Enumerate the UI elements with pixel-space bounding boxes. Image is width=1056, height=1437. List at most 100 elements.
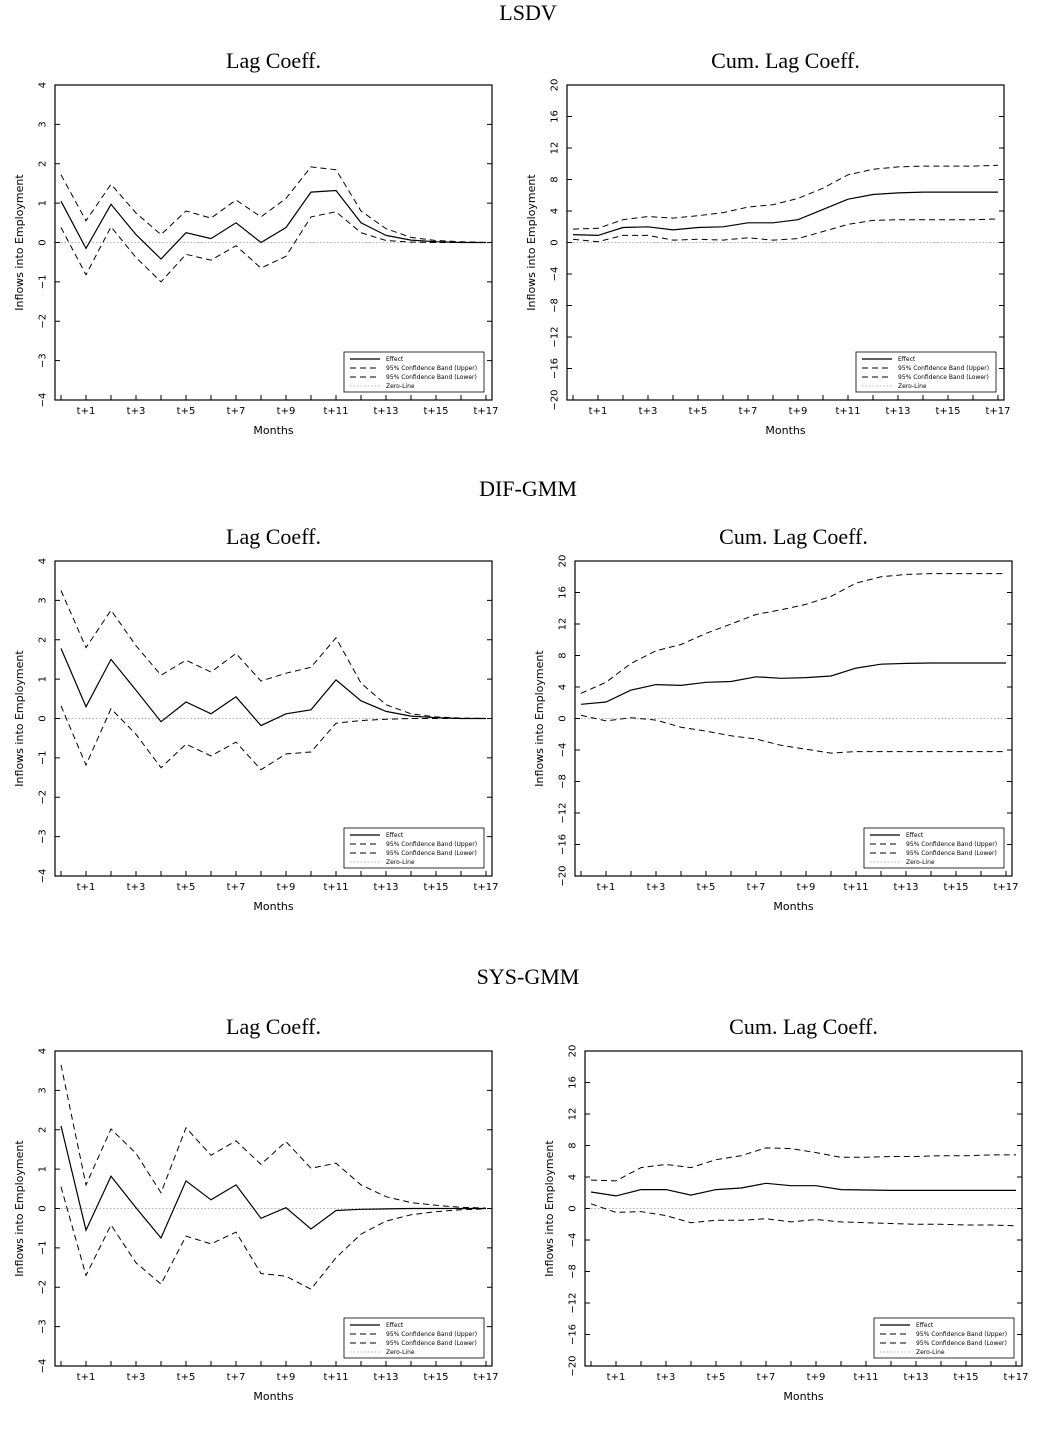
y-tick-label: −2 <box>38 1280 49 1295</box>
x-tick-label: t+5 <box>177 882 196 893</box>
chart-svg: Lag Coeff. −4 −3 −2 −1 0 1 2 3 4 t+1 t+3 t+5 t+7 t+9 t+… <box>13 48 499 437</box>
x-tick-label: t+17 <box>473 1372 498 1383</box>
y-tick-label: 12 <box>550 142 561 155</box>
y-tick-label: 2 <box>38 1127 49 1133</box>
legend-label-effect: Effect <box>386 1322 404 1329</box>
y-tick-label: −1 <box>38 1241 49 1256</box>
series-95-confidence-band-lower <box>60 705 486 771</box>
y-axis-label: Inflows into Employment <box>525 174 538 311</box>
series-effect <box>572 191 998 237</box>
x-tick-label: t+1 <box>597 882 616 893</box>
y-axis-label: Inflows into Employment <box>533 650 546 787</box>
x-tick-label: t+11 <box>323 882 348 893</box>
y-tick-label: −4 <box>550 267 561 282</box>
legend-label-upper: 95% Confidence Band (Upper) <box>916 1331 1007 1338</box>
chart-svg: Cum. Lag Coeff. −20 −16 −12 −8 −4 0 4 8 12 16 20 t+1… <box>525 48 1011 437</box>
x-tick-label: t+1 <box>77 882 96 893</box>
x-tick-label: t+3 <box>639 406 658 417</box>
series-effect <box>60 648 486 727</box>
x-tick-label: t+13 <box>373 406 398 417</box>
legend-label-upper: 95% Confidence Band (Upper) <box>898 365 989 372</box>
legend-label-effect: Effect <box>906 832 924 839</box>
y-tick-label: −16 <box>568 1324 579 1345</box>
series-effect <box>580 662 1006 705</box>
x-tick-label: t+9 <box>789 406 808 417</box>
y-tick-label: −4 <box>568 1233 579 1248</box>
x-tick-label: t+15 <box>423 1372 448 1383</box>
y-tick-label: 16 <box>550 110 561 123</box>
x-tick-label: t+3 <box>127 882 146 893</box>
series-95-confidence-band-upper <box>580 573 1006 694</box>
y-tick-label: 4 <box>568 1174 579 1180</box>
legend-label-upper: 95% Confidence Band (Upper) <box>386 1331 477 1338</box>
y-axis-label: Inflows into Employment <box>543 1140 556 1277</box>
y-tick-label: 16 <box>568 1076 579 1089</box>
x-tick-label: t+13 <box>373 1372 398 1383</box>
x-tick-label: t+15 <box>935 406 960 417</box>
y-tick-label: 3 <box>38 597 49 603</box>
x-axis-label: Months <box>765 424 805 437</box>
chart-dif-gmm-lag-coeff: Lag Coeff. −4 −3 −2 −1 0 1 2 3 4 t+1 t+3 t+5 t+7 t+9 t+… <box>0 516 505 931</box>
y-tick-label: 0 <box>38 715 49 721</box>
series-95-confidence-band-upper <box>60 166 487 243</box>
chart-title: Lag Coeff. <box>226 524 321 549</box>
y-tick-label: 8 <box>550 176 561 182</box>
x-tick-label: t+15 <box>953 1372 978 1383</box>
y-tick-label: −4 <box>558 743 569 758</box>
chart-dif-gmm-cum-lag-coeff: Cum. Lag Coeff. −20 −16 −12 −8 −4 0 4 8 12 16 20 t+1… <box>520 516 1025 931</box>
x-tick-label: t+17 <box>985 406 1010 417</box>
legend-label-effect: Effect <box>898 356 916 363</box>
y-tick-label: −3 <box>38 1319 49 1334</box>
legend-label-lower: 95% Confidence Band (Lower) <box>386 374 477 381</box>
x-axis-label: Months <box>253 424 293 437</box>
y-tick-label: 1 <box>38 200 49 206</box>
legend-label-lower: 95% Confidence Band (Lower) <box>906 850 997 857</box>
y-tick-label: 4 <box>38 82 49 88</box>
legend-label-effect: Effect <box>386 832 404 839</box>
x-tick-label: t+17 <box>1003 1372 1028 1383</box>
legend-label-lower: 95% Confidence Band (Lower) <box>898 374 989 381</box>
x-tick-label: t+9 <box>807 1372 826 1383</box>
chart-sys-gmm-cum-lag-coeff: Cum. Lag Coeff. −20 −16 −12 −8 −4 0 4 8 12 16 20 t+1… <box>530 1006 1035 1421</box>
legend-label-zero: Zero-Line <box>386 383 415 390</box>
y-tick-label: −1 <box>38 275 49 290</box>
legend-label-zero: Zero-Line <box>386 859 415 866</box>
x-tick-label: t+5 <box>697 882 716 893</box>
x-tick-label: t+9 <box>277 1372 296 1383</box>
x-tick-label: t+3 <box>127 406 146 417</box>
y-tick-label: 2 <box>38 161 49 167</box>
y-tick-label: −4 <box>38 1359 49 1374</box>
y-tick-label: 0 <box>38 239 49 245</box>
y-tick-label: −16 <box>550 358 561 379</box>
x-tick-label: t+11 <box>323 406 348 417</box>
x-tick-label: t+5 <box>177 406 196 417</box>
y-tick-label: −4 <box>38 393 49 408</box>
chart-title: Cum. Lag Coeff. <box>711 48 860 73</box>
y-tick-label: 1 <box>38 676 49 682</box>
y-tick-label: 12 <box>558 618 569 631</box>
chart-svg: Cum. Lag Coeff. −20 −16 −12 −8 −4 0 4 8 12 16 20 t+1… <box>533 524 1019 913</box>
x-tick-label: t+15 <box>423 882 448 893</box>
x-tick-label: t+17 <box>473 882 498 893</box>
x-tick-label: t+9 <box>277 882 296 893</box>
x-tick-label: t+17 <box>473 406 498 417</box>
y-tick-label: −3 <box>38 829 49 844</box>
y-tick-label: 0 <box>568 1205 579 1211</box>
chart-sys-gmm-lag-coeff: Lag Coeff. −4 −3 −2 −1 0 1 2 3 4 t+1 t+3 t+5 t+7 t+9 t+… <box>0 1006 505 1421</box>
series-95-confidence-band-upper <box>60 1064 487 1209</box>
section-title-sys-gmm: SYS-GMM <box>476 964 580 989</box>
x-tick-label: t+11 <box>853 1372 878 1383</box>
y-tick-label: 12 <box>568 1108 579 1121</box>
y-tick-label: −12 <box>550 326 561 347</box>
y-tick-label: −20 <box>558 865 569 886</box>
y-tick-label: −3 <box>38 353 49 368</box>
x-tick-label: t+7 <box>227 406 246 417</box>
series-95-confidence-band-upper <box>590 1147 1016 1182</box>
x-tick-label: t+13 <box>893 882 918 893</box>
y-tick-label: −8 <box>558 774 569 789</box>
x-tick-label: t+5 <box>707 1372 726 1383</box>
y-axis-label: Inflows into Employment <box>13 174 26 311</box>
y-tick-label: −1 <box>38 751 49 766</box>
series-effect <box>590 1182 1016 1197</box>
legend-label-effect: Effect <box>916 1322 934 1329</box>
